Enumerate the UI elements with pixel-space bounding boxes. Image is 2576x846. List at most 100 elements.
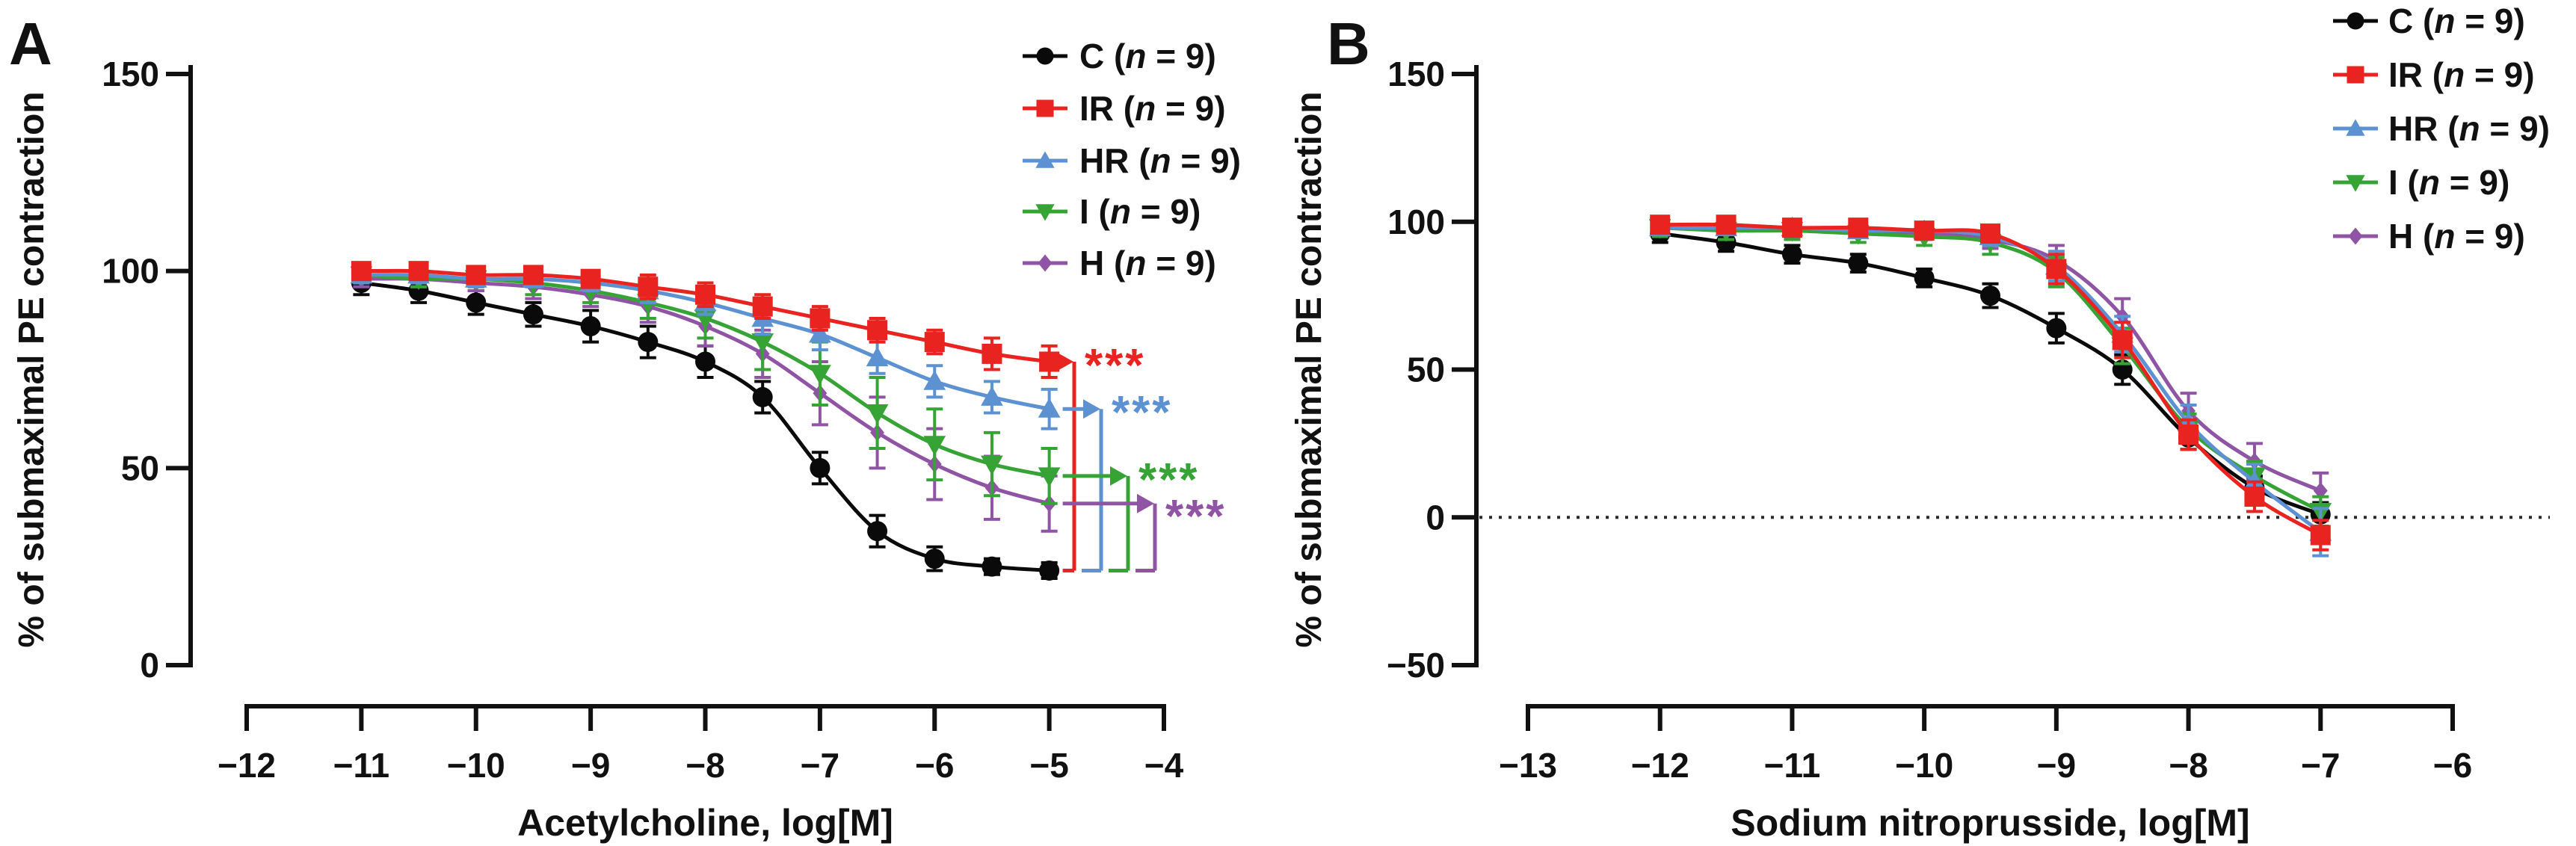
- legend-marker-circle-icon: [2347, 12, 2364, 30]
- legend-marker-diamond-icon: [2348, 227, 2363, 245]
- sig-arrowhead-icon: [1083, 399, 1100, 419]
- series-HR: [1648, 216, 2332, 558]
- sig-stars-HR: ***: [1112, 387, 1172, 439]
- series-IR-point-9: [2244, 487, 2265, 507]
- x-tick-label--4: −4: [1144, 746, 1184, 785]
- series-C-point-11: [982, 556, 1002, 577]
- panel-B-legend: C (n = 9) IR (n = 9) HR (n = 9) I (n = 9) H …: [2333, 1, 2550, 256]
- series-IR-point-5: [1980, 223, 2000, 244]
- series-IR-curve: [1660, 222, 2322, 537]
- legend-marker-circle-icon: [1036, 47, 1054, 65]
- series-IR-point-10: [924, 332, 945, 353]
- legend-label-IR: IR (n = 9): [2388, 55, 2535, 94]
- panel-A-x-axis-title: Acetylcholine, log[M]: [517, 802, 893, 844]
- legend-item-HR: HR (n = 9): [1023, 141, 1241, 180]
- series-C-point-12: [1039, 560, 1060, 581]
- legend-label-HR: HR (n = 9): [2388, 109, 2550, 148]
- panel-B-letter: B: [1327, 10, 1370, 77]
- series-HR-point-12: [1038, 398, 1061, 418]
- series-IR-point-10: [2310, 525, 2331, 546]
- series-IR-point-9: [867, 320, 888, 341]
- series-HR-points: [1648, 216, 2332, 541]
- series-IR: [1650, 214, 2331, 552]
- legend-item-IR: IR (n = 9): [2333, 55, 2535, 94]
- series-C-point-5: [1980, 285, 2000, 306]
- series-I-point-8: [809, 365, 831, 385]
- x-tick-label--7: −7: [801, 746, 839, 785]
- legend-item-IR: IR (n = 9): [1023, 89, 1226, 128]
- x-tick-label--7: −7: [2301, 746, 2340, 785]
- y-tick-label-100: 100: [102, 252, 159, 291]
- series-IR-point-3: [523, 265, 543, 285]
- series-C-point-2: [466, 292, 487, 313]
- series-IR-point-5: [638, 277, 659, 297]
- series-I-point-9: [866, 404, 889, 424]
- y-tick-label--50: −50: [1387, 646, 1445, 685]
- series-C-error-bars: [1651, 223, 2329, 528]
- panel-B-tick-labels: −50 0 50 100 150 −13 −12 −11 −10 −9 −8 −7 −6: [1387, 55, 2472, 785]
- series-C-point-3: [1848, 253, 1869, 274]
- legend-marker-triangle-down-icon: [2346, 175, 2365, 192]
- series-IR-point-8: [2178, 424, 2199, 445]
- series-IR-point-1: [408, 261, 429, 282]
- y-tick-label-50: 50: [121, 448, 159, 487]
- legend-label-I: I (n = 9): [1079, 192, 1201, 231]
- panel-A-axes: [166, 65, 1166, 731]
- series-I-point-11: [981, 455, 1003, 475]
- x-tick-label--8: −8: [2169, 746, 2207, 785]
- series-C-point-6: [2046, 318, 2067, 339]
- series-C-point-8: [810, 457, 831, 478]
- legend-item-H: H (n = 9): [2333, 217, 2525, 256]
- legend-item-HR: HR (n = 9): [2333, 109, 2550, 148]
- sig-arrowhead-icon: [1110, 466, 1127, 486]
- legend-label-H: H (n = 9): [1079, 244, 1216, 282]
- series-HR-point-8: [809, 323, 831, 343]
- series-I-error-bars: [1651, 217, 2329, 528]
- x-tick-label--10: −10: [447, 746, 505, 785]
- series-IR-point-7: [752, 296, 773, 317]
- legend-item-C: C (n = 9): [1023, 37, 1216, 75]
- series-IR-point-3: [1848, 217, 1869, 238]
- panel-A-significance: ************: [1056, 340, 1224, 572]
- series-I-point-7: [751, 333, 774, 353]
- series-H: [1651, 219, 2329, 510]
- series-IR: [351, 261, 1060, 380]
- x-tick-label--11: −11: [333, 746, 390, 785]
- legend-item-I: I (n = 9): [2333, 163, 2509, 202]
- panel-A-tick-labels: 0 50 100 150 −12 −11 −10 −9 −8 −7 −6 −5 −4: [102, 55, 1183, 785]
- x-tick-label--12: −12: [218, 746, 276, 785]
- series-HR-point-11: [981, 386, 1003, 406]
- series-IR-error-bars: [1651, 217, 2329, 552]
- x-tick-label--12: −12: [1631, 746, 1689, 785]
- sig-bracket-IR-vs-C: [1056, 351, 1076, 572]
- panel-A-legend: C (n = 9) IR (n = 9) HR (n = 9) I (n = 9) H …: [1023, 37, 1241, 282]
- series-C: [1650, 223, 2331, 528]
- series-C-points: [1650, 223, 2331, 525]
- x-tick-label--6: −6: [915, 746, 954, 785]
- series-IR-point-2: [1781, 217, 1802, 238]
- y-tick-label-100: 100: [1387, 203, 1445, 241]
- x-tick-label--9: −9: [2037, 746, 2076, 785]
- series-C-point-3: [523, 304, 543, 325]
- x-tick-label--5: −5: [1029, 746, 1068, 785]
- series-HR-curve: [1660, 225, 2322, 534]
- series-HR-error-bars: [1651, 220, 2329, 558]
- panel-A: A 0 50 100 150 −12 −11 −10 −9 −8 −7 −6 −5 −4 % of subm…: [9, 10, 1241, 844]
- legend-item-H: H (n = 9): [1023, 244, 1216, 282]
- series-IR-points: [351, 261, 1060, 372]
- x-tick-label--6: −6: [2433, 746, 2472, 785]
- panel-A-letter: A: [9, 10, 52, 77]
- panel-A-y-axis-title: % of submaximal PE contraction: [12, 91, 52, 647]
- legend-marker-square-icon: [2347, 66, 2364, 84]
- legend-label-HR: HR (n = 9): [1079, 141, 1241, 180]
- y-tick-label-150: 150: [102, 55, 159, 93]
- legend-marker-square-icon: [1036, 99, 1054, 117]
- series-C-curve: [1660, 232, 2322, 516]
- series-I-point-10: [923, 436, 946, 456]
- series-IR-point-4: [580, 268, 601, 289]
- series-HR-point-9: [866, 346, 889, 367]
- legend-label-I: I (n = 9): [2388, 163, 2509, 202]
- legend-item-C: C (n = 9): [2333, 1, 2525, 40]
- legend-marker-triangle-up-icon: [1035, 151, 1055, 168]
